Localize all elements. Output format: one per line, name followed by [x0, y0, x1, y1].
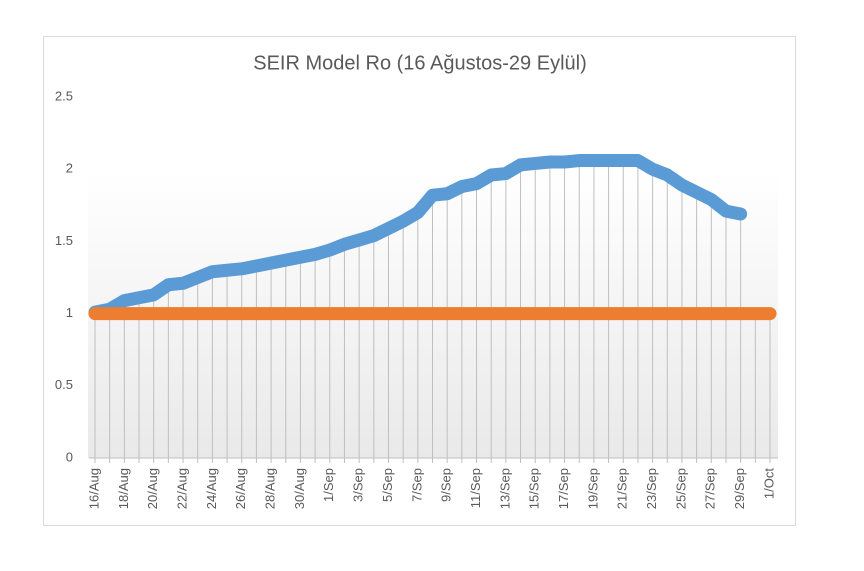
- y-tick-label: 1.5: [55, 233, 73, 248]
- x-tick-label: 1/Sep: [321, 468, 336, 502]
- y-tick-label: 0.5: [55, 377, 73, 392]
- x-tick-label: 3/Sep: [351, 468, 366, 502]
- x-tick-label: 27/Sep: [703, 468, 718, 509]
- x-tick-label: 1/Oct: [761, 468, 776, 499]
- x-tick-label: 18/Aug: [116, 468, 131, 509]
- x-tick-label: 20/Aug: [145, 468, 160, 509]
- y-tick-label: 2.5: [55, 88, 73, 103]
- x-tick-label: 29/Sep: [732, 468, 747, 509]
- x-tick-label: 9/Sep: [439, 468, 454, 502]
- chart-title: SEIR Model Ro (16 Ağustos-29 Eylül): [253, 52, 587, 74]
- series-line: [88, 154, 748, 319]
- y-tick-label: 0: [66, 449, 73, 464]
- x-tick-label: 22/Aug: [174, 468, 189, 509]
- x-tick-label: 5/Sep: [380, 468, 395, 502]
- x-tick-label: 21/Sep: [615, 468, 630, 509]
- x-tick-label: 13/Sep: [497, 468, 512, 509]
- x-tick-label: 7/Sep: [409, 468, 424, 502]
- x-tick-label: 15/Sep: [527, 468, 542, 509]
- x-tick-label: 25/Sep: [673, 468, 688, 509]
- x-tick-label: 28/Aug: [263, 468, 278, 509]
- x-tick-label: 17/Sep: [556, 468, 571, 509]
- x-tick-label: 24/Aug: [204, 468, 219, 509]
- x-tick-label: 11/Sep: [468, 468, 483, 508]
- x-tick-label: 16/Aug: [86, 468, 101, 509]
- x-tick-label: 26/Aug: [233, 468, 248, 509]
- x-tick-label: 30/Aug: [292, 468, 307, 509]
- x-tick-label: 19/Sep: [585, 468, 600, 509]
- x-tick-label: 23/Sep: [644, 468, 659, 509]
- y-tick-label: 2: [66, 161, 73, 176]
- y-tick-label: 1: [66, 305, 73, 320]
